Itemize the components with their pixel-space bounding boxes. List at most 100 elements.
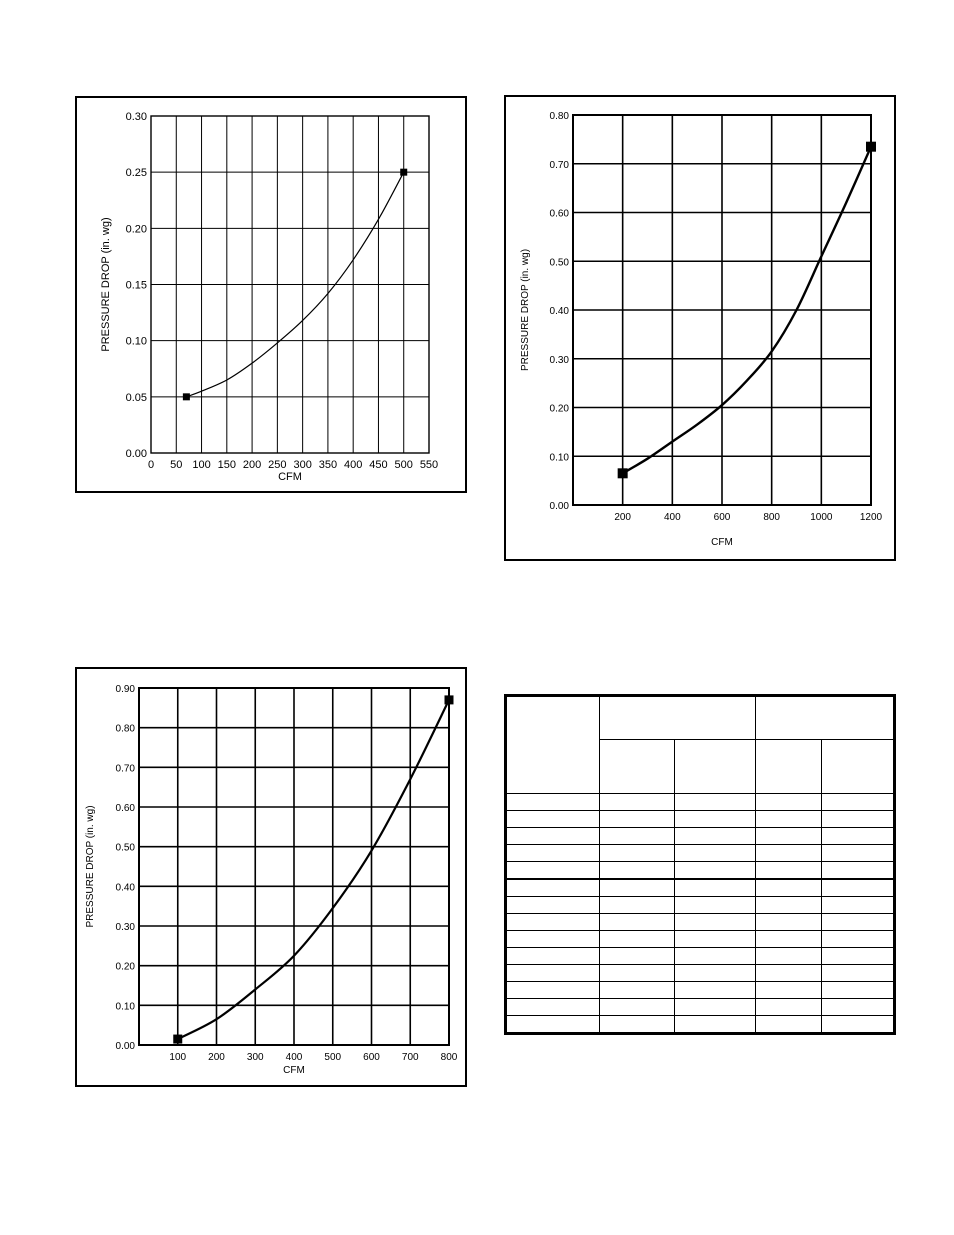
table-cell — [755, 1014, 822, 1034]
table-cell — [755, 980, 822, 999]
y-axis-label: PRESSURE DROP (in. wg) — [520, 249, 531, 371]
y-tick-label: 0.60 — [550, 209, 570, 220]
table-cell — [674, 946, 756, 965]
table-cell — [821, 878, 894, 897]
table-cell — [821, 946, 894, 965]
table-cell — [821, 963, 894, 982]
table-row — [506, 810, 894, 829]
table-subheader-cell — [599, 739, 675, 795]
x-tick-label: 150 — [218, 459, 236, 471]
data-point-marker — [400, 168, 408, 176]
table-cell — [506, 861, 600, 881]
blank-data-table — [506, 695, 894, 1034]
x-tick-label: 100 — [192, 459, 210, 471]
table-row — [506, 1014, 894, 1034]
table-cell — [506, 912, 600, 931]
table-row — [506, 980, 894, 999]
y-axis-label: PRESSURE DROP (in. wg) — [100, 217, 112, 351]
plot-frame — [572, 114, 872, 506]
x-tick-label: 1200 — [860, 512, 883, 523]
series-line — [186, 171, 405, 398]
data-point-marker — [617, 468, 628, 479]
table-cell — [674, 997, 756, 1016]
x-axis-label: CFM — [278, 471, 302, 483]
y-tick-label: 0.00 — [126, 448, 147, 460]
x-tick-label: 1000 — [810, 512, 833, 523]
x-tick-label: 200 — [243, 459, 261, 471]
table-cell — [821, 810, 894, 829]
table-row — [506, 997, 894, 1016]
table-cell — [506, 827, 600, 846]
plot-frame — [138, 687, 450, 1046]
table-cell — [674, 912, 756, 931]
table-cell — [755, 810, 822, 829]
table-cell — [506, 963, 600, 982]
table-cell — [755, 827, 822, 846]
table-cell — [599, 844, 675, 863]
x-tick-label: 200 — [614, 512, 631, 523]
y-tick-label: 0.30 — [550, 355, 570, 366]
x-tick-label: 0 — [148, 459, 154, 471]
table-cell — [506, 1014, 600, 1034]
chart-panel-2: 0.00 0.10 0.20 0.30 0.40 0.50 0.60 0.70 0.80 200 4… — [504, 95, 896, 561]
y-tick-label: 0.40 — [550, 306, 570, 317]
table-cell — [674, 878, 756, 897]
y-tick-label: 0.70 — [550, 160, 570, 171]
table-cell — [599, 997, 675, 1016]
table-row — [506, 793, 894, 812]
table-cell — [599, 793, 675, 812]
y-tick-label: 0.30 — [116, 922, 136, 933]
y-tick-label: 0.25 — [126, 167, 147, 179]
x-tick-label: 400 — [344, 459, 362, 471]
chart-panel-3: 0.00 0.10 0.20 0.30 0.40 0.50 0.60 0.70 0.80 0.90… — [75, 667, 467, 1087]
table-cell — [755, 912, 822, 931]
x-tick-label: 700 — [402, 1052, 419, 1063]
table-cell — [755, 861, 822, 881]
x-tick-label: 300 — [247, 1052, 264, 1063]
table-cell — [506, 878, 600, 897]
x-tick-label: 300 — [293, 459, 311, 471]
table-cell — [674, 810, 756, 829]
table-cell — [821, 827, 894, 846]
table-cell — [674, 1014, 756, 1034]
table-cell — [599, 929, 675, 948]
table-cell — [506, 980, 600, 999]
table-cell — [821, 980, 894, 999]
table-header-cell — [506, 695, 600, 795]
y-tick-label: 0.20 — [126, 223, 147, 235]
table-cell — [821, 997, 894, 1016]
table-cell — [821, 844, 894, 863]
x-tick-label: 200 — [208, 1052, 225, 1063]
table-cell — [755, 793, 822, 812]
table-cell — [674, 980, 756, 999]
x-tick-label: 600 — [714, 512, 731, 523]
pressure-drop-chart-2: 0.00 0.10 0.20 0.30 0.40 0.50 0.60 0.70 0.80 200 4… — [520, 111, 883, 548]
x-tick-label: 450 — [369, 459, 387, 471]
y-tick-label: 0.50 — [550, 257, 570, 268]
table-cell — [674, 827, 756, 846]
table-cell — [755, 997, 822, 1016]
table-cell — [674, 929, 756, 948]
table-cell — [599, 912, 675, 931]
table-cell — [674, 861, 756, 881]
y-tick-label: 0.15 — [126, 280, 147, 292]
table-cell — [755, 946, 822, 965]
table-cell — [599, 1014, 675, 1034]
table-row — [506, 963, 894, 982]
y-tick-label: 0.60 — [116, 803, 136, 814]
y-tick-label: 0.70 — [116, 763, 136, 774]
y-tick-label: 0.80 — [116, 724, 136, 735]
pressure-drop-chart-1: 0.00 0.05 0.10 0.15 0.20 0.25 0.30 0 50 100 150 200… — [100, 111, 438, 483]
table-cell — [821, 929, 894, 948]
table-row — [506, 844, 894, 863]
y-tick-label: 0.05 — [126, 392, 147, 404]
y-tick-label: 0.00 — [550, 501, 570, 512]
x-tick-label: 800 — [763, 512, 780, 523]
table-cell — [821, 895, 894, 914]
x-axis-label: CFM — [711, 537, 733, 548]
y-tick-label: 0.90 — [116, 684, 136, 695]
table-cell — [599, 980, 675, 999]
table-cell — [506, 844, 600, 863]
table-cell — [755, 963, 822, 982]
table-row — [506, 929, 894, 948]
